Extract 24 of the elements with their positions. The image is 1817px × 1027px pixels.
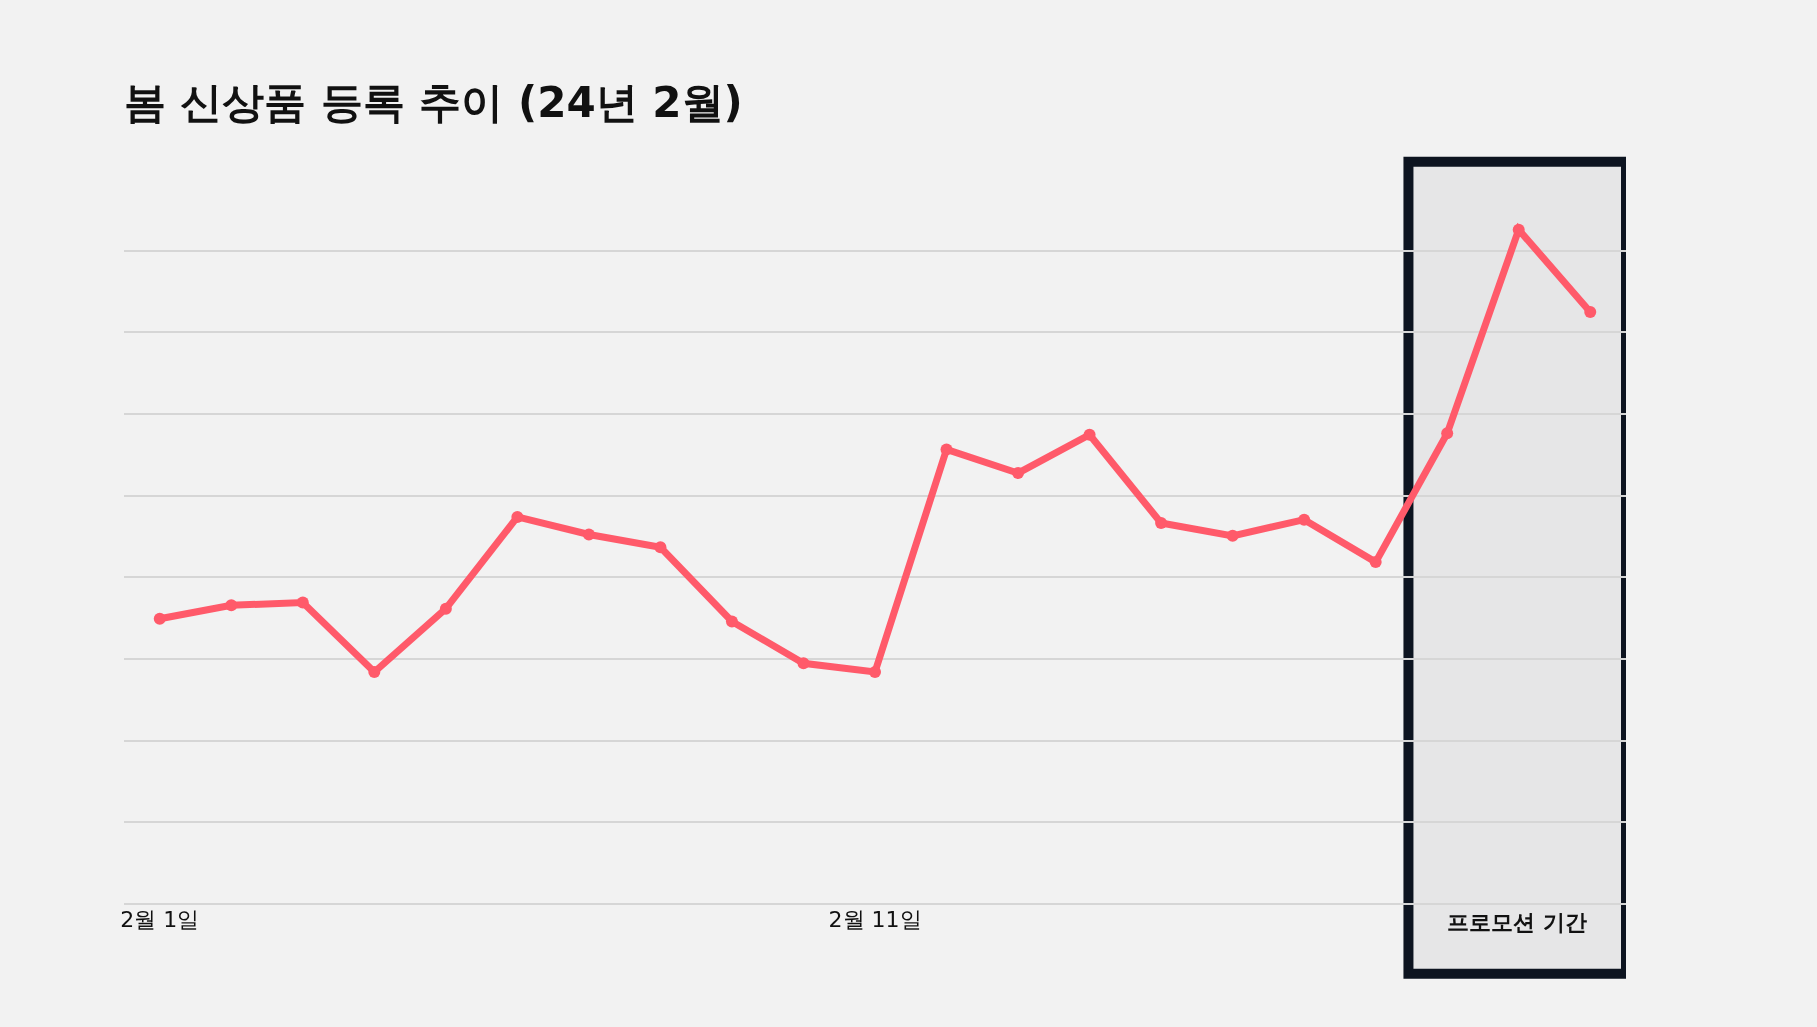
point (225, 599, 238, 612)
point (1298, 513, 1311, 526)
point (1441, 427, 1454, 440)
point (1226, 529, 1239, 542)
point (1083, 428, 1096, 441)
band-label: 프로모션 기간 (1447, 910, 1587, 935)
point (439, 602, 452, 615)
point (582, 528, 595, 541)
point (654, 541, 667, 554)
point (940, 443, 953, 456)
point (1584, 305, 1597, 318)
point (296, 596, 309, 609)
point (725, 615, 738, 628)
point (511, 510, 524, 523)
point (869, 666, 881, 679)
point (797, 657, 810, 670)
point (1012, 467, 1025, 480)
point (368, 666, 381, 679)
point (153, 612, 166, 625)
x-tick-label: 2월 1일 (120, 907, 200, 932)
x-tick-label: 2월 11일 (828, 907, 922, 932)
point (1155, 517, 1168, 529)
chart-title: 봄 신상품 등록 추이 (24년 2월) (123, 78, 743, 128)
point (1369, 556, 1382, 569)
